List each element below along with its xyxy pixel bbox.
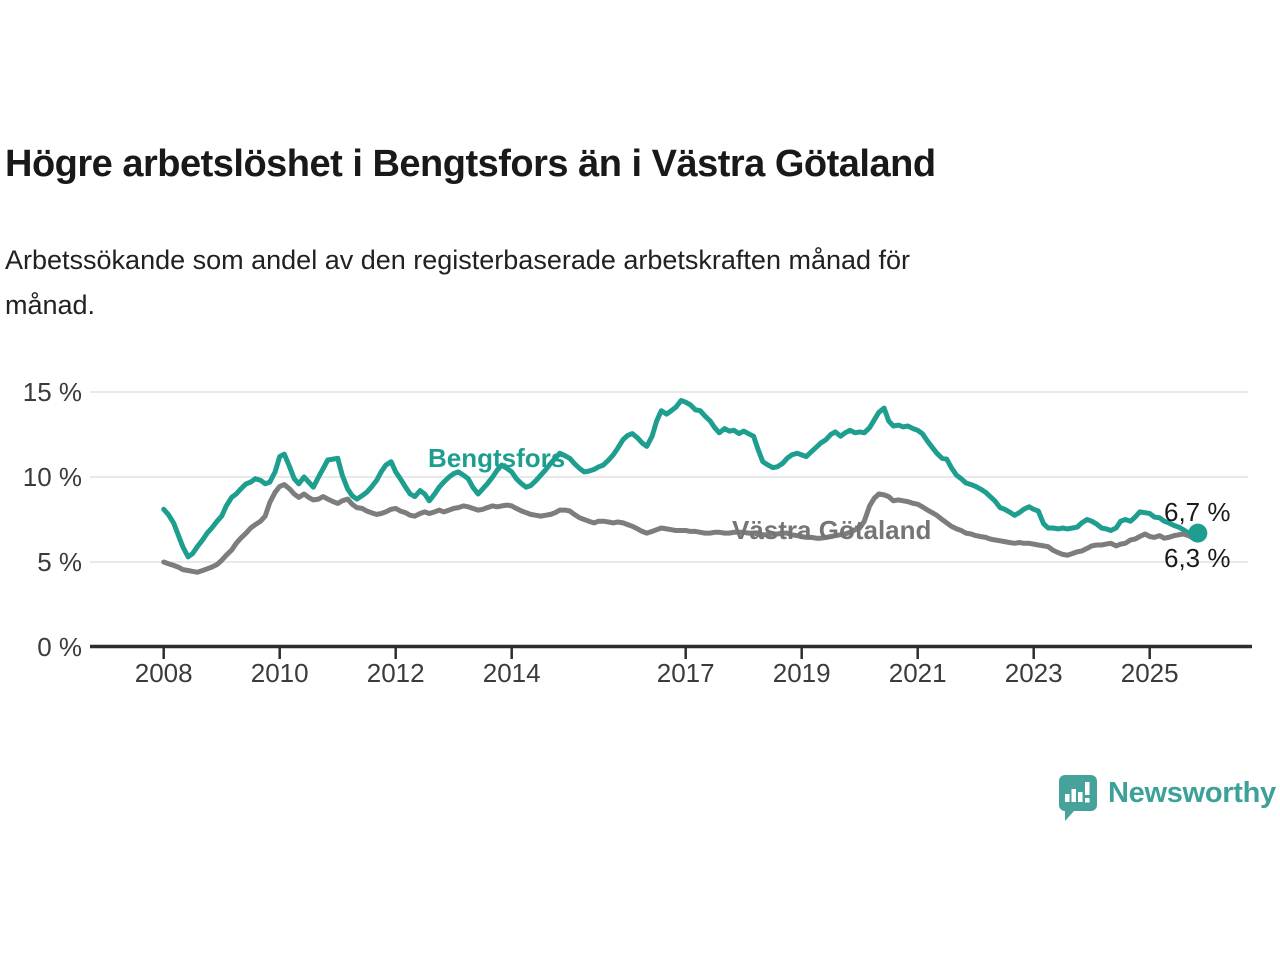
y-axis-tick-label: 15 % [22, 377, 82, 407]
series-line-0 [161, 398, 1201, 560]
x-axis-tick-label: 2012 [366, 658, 425, 688]
series-label-bengtsfors: Bengtsfors [428, 443, 566, 473]
x-axis-tick-label: 2014 [482, 658, 541, 688]
chart-title: Högre arbetslöshet i Bengtsfors än i Väs… [5, 143, 936, 185]
end-value-label-vastra-gotaland: 6,3 % [1164, 543, 1231, 573]
series-label-vastra-gotaland: Västra Götaland [732, 515, 932, 545]
newsworthy-logo-icon [1059, 775, 1097, 821]
newsworthy-branding: Newsworthy [1056, 774, 1276, 824]
chart-subtitle: Arbetssökande som andel av den registerb… [5, 238, 1225, 328]
x-axis-tick-label: 2019 [772, 658, 831, 688]
chart-subtitle-line-1: Arbetssökande som andel av den registerb… [5, 245, 911, 275]
x-axis-tick-label: 2025 [1120, 658, 1179, 688]
x-axis-tick-label: 2017 [656, 658, 715, 688]
end-value-label-bengtsfors: 6,7 % [1164, 497, 1231, 527]
y-axis-tick-label: 10 % [22, 462, 82, 492]
x-axis-tick-label: 2010 [250, 658, 309, 688]
x-axis-tick-label: 2023 [1004, 658, 1063, 688]
last-point-marker [1188, 523, 1208, 543]
chart-subtitle-line-2: månad. [5, 290, 96, 320]
x-axis-tick-label: 2008 [134, 658, 193, 688]
newsworthy-logo-text: Newsworthy [1108, 777, 1276, 809]
x-axis-tick-label: 2021 [888, 658, 947, 688]
y-axis-tick-label: 0 % [37, 632, 82, 662]
series-line-1 [161, 482, 1201, 575]
y-axis-tick-label: 5 % [37, 547, 82, 577]
